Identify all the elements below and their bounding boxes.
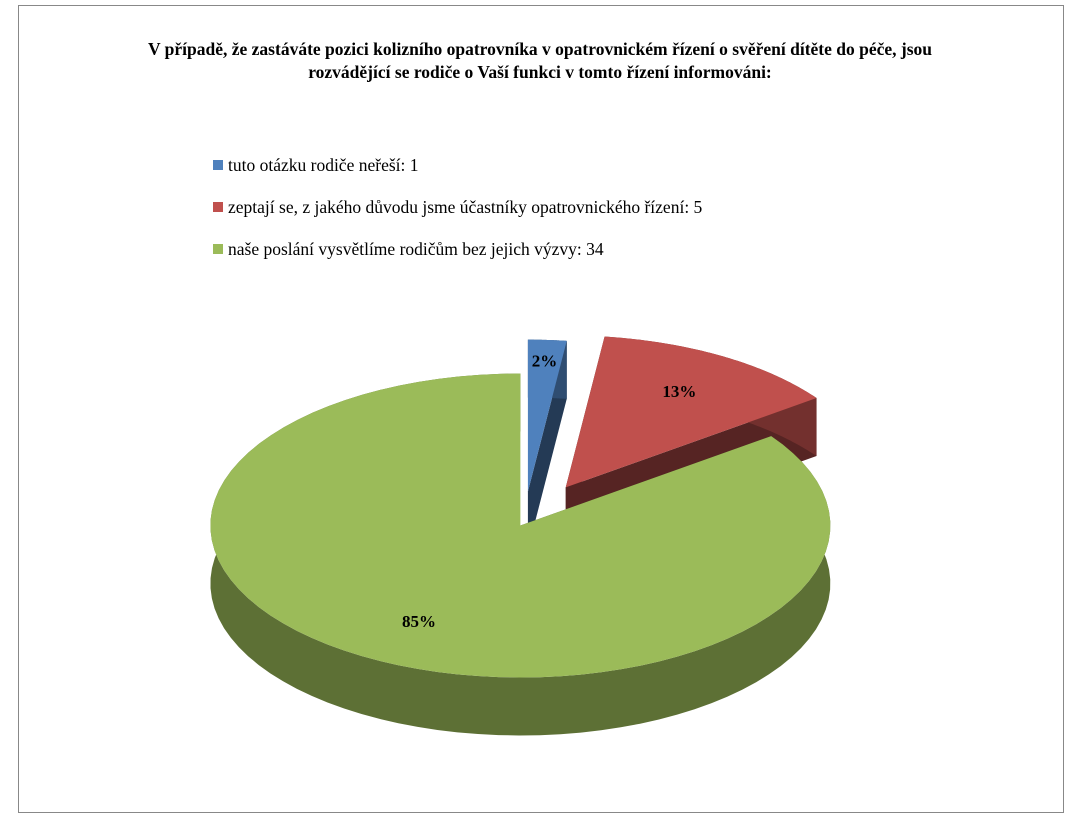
legend-swatch (213, 244, 223, 254)
legend-swatch (213, 160, 223, 170)
legend-item: naše poslání vysvětlíme rodičům bez jeji… (213, 228, 702, 270)
data-label: 2% (532, 352, 558, 371)
slice (527, 339, 567, 492)
legend-item: zeptají se, z jakého důvodu jsme účastní… (213, 186, 702, 228)
legend-label: naše poslání vysvětlíme rodičům bez jeji… (228, 238, 604, 259)
legend: tuto otázku rodiče neřeší: 1 zeptají se, … (213, 144, 702, 270)
legend-item: tuto otázku rodiče neřeší: 1 (213, 144, 702, 186)
data-label: 13% (662, 382, 696, 401)
legend-label: tuto otázku rodiče neřeší: 1 (228, 154, 419, 175)
legend-label: zeptají se, z jakého důvodu jsme účastní… (228, 196, 703, 217)
slice (210, 373, 831, 678)
slice (565, 336, 817, 488)
data-label: 85% (402, 612, 436, 631)
chart-title: V případě, že zastáváte pozici kolizního… (147, 39, 933, 82)
slice-tops (210, 336, 831, 678)
legend-swatch (213, 202, 223, 212)
chart-frame (18, 5, 1064, 813)
